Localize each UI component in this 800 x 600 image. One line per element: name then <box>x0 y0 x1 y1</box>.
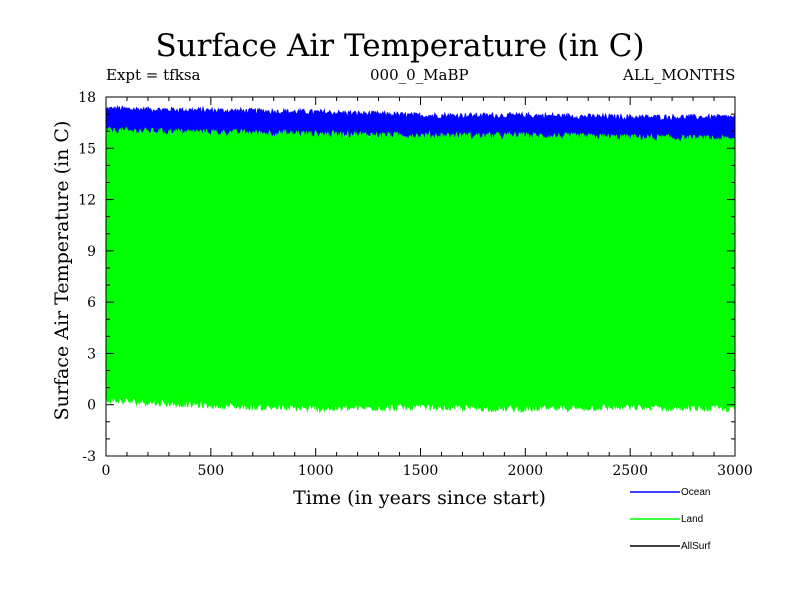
experiment-label: Expt = tfksa <box>106 66 201 84</box>
tick-label-layer: 0 500 1000 1500 2000 2500 3000 -3 0 3 6 9 12 15 18 <box>78 90 753 479</box>
period-label: 000_0_MaBP <box>370 66 469 84</box>
x-tick-label: 500 <box>197 463 224 479</box>
x-tick-label: 1000 <box>298 463 334 479</box>
x-tick-label: 0 <box>102 463 111 479</box>
chart-title: Surface Air Temperature (in C) <box>155 28 645 64</box>
legend-label-land: Land <box>681 514 703 525</box>
y-tick-label: 9 <box>87 244 96 260</box>
series-band-land <box>105 126 736 414</box>
legend-label-ocean: Ocean <box>681 487 710 498</box>
y-tick-label: 0 <box>87 398 96 414</box>
y-axis-label: Surface Air Temperature (in C) <box>51 121 73 421</box>
legend-label-allsurf: AllSurf <box>681 541 711 552</box>
y-tick-label: 12 <box>78 193 96 209</box>
legend: Ocean Land AllSurf <box>630 487 711 552</box>
x-tick-label: 2000 <box>508 463 544 479</box>
y-tick-label: 18 <box>78 90 96 106</box>
x-axis-label: Time (in years since start) <box>293 487 546 509</box>
x-tick-label: 2500 <box>612 463 648 479</box>
tick-layer <box>105 96 736 457</box>
series-layer <box>105 104 736 414</box>
x-tick-label: 1500 <box>403 463 439 479</box>
y-tick-label: 6 <box>87 295 96 311</box>
y-tick-label: 3 <box>87 346 96 362</box>
x-tick-label: 3000 <box>717 463 753 479</box>
months-label: ALL_MONTHS <box>623 66 736 84</box>
y-tick-label: -3 <box>82 449 96 465</box>
y-tick-label: 15 <box>78 141 96 157</box>
